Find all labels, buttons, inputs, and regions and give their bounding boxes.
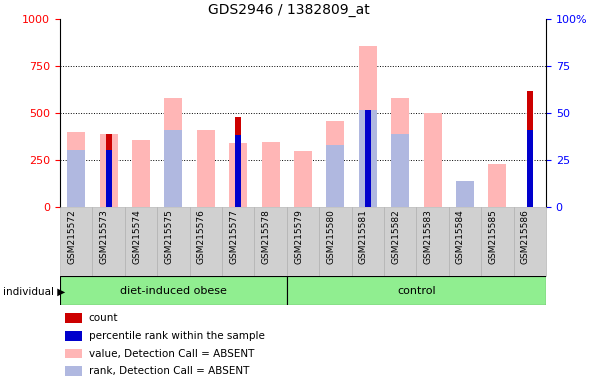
Text: GSM215580: GSM215580 — [326, 209, 335, 264]
Bar — [365, 111, 371, 207]
Bar — [326, 145, 344, 207]
Bar — [229, 143, 247, 207]
Text: control: control — [397, 286, 436, 296]
Bar — [424, 113, 442, 207]
Bar — [262, 142, 280, 207]
Bar — [100, 134, 118, 207]
Bar — [106, 134, 112, 207]
Text: GSM215576: GSM215576 — [197, 209, 206, 264]
Bar — [287, 207, 319, 276]
Bar — [352, 207, 384, 276]
Text: GSM215579: GSM215579 — [294, 209, 303, 264]
Text: GSM215574: GSM215574 — [132, 209, 141, 264]
Text: GSM215582: GSM215582 — [391, 209, 400, 264]
Text: GSM215584: GSM215584 — [456, 209, 465, 264]
Text: rank, Detection Call = ABSENT: rank, Detection Call = ABSENT — [89, 366, 249, 376]
Bar — [60, 207, 92, 276]
Bar — [514, 207, 546, 276]
Bar — [391, 134, 409, 207]
Text: GSM215573: GSM215573 — [100, 209, 109, 264]
Bar — [65, 313, 82, 323]
Bar — [416, 207, 449, 276]
Bar — [132, 140, 150, 207]
Text: GSM215578: GSM215578 — [262, 209, 271, 264]
Bar — [481, 207, 514, 276]
Bar — [456, 181, 474, 207]
Bar — [190, 207, 222, 276]
Bar — [164, 130, 182, 207]
Bar — [359, 46, 377, 207]
Bar — [527, 91, 533, 207]
Text: GSM215586: GSM215586 — [521, 209, 530, 264]
Text: GSM215581: GSM215581 — [359, 209, 368, 264]
Bar — [319, 207, 352, 276]
Bar — [65, 366, 82, 376]
Text: GSM215577: GSM215577 — [229, 209, 238, 264]
Bar — [488, 164, 506, 207]
Bar — [235, 135, 241, 207]
Bar — [326, 121, 344, 207]
Bar — [294, 151, 312, 207]
Text: individual ▶: individual ▶ — [3, 287, 65, 297]
Bar — [254, 207, 287, 276]
Text: GSM215585: GSM215585 — [488, 209, 497, 264]
Bar — [157, 207, 190, 276]
Bar — [222, 207, 254, 276]
Text: count: count — [89, 313, 118, 323]
Bar — [65, 331, 82, 341]
Bar — [287, 276, 546, 305]
Bar — [527, 130, 533, 207]
Text: percentile rank within the sample: percentile rank within the sample — [89, 331, 265, 341]
Bar — [164, 98, 182, 207]
Bar — [235, 117, 241, 207]
Text: value, Detection Call = ABSENT: value, Detection Call = ABSENT — [89, 349, 254, 359]
Bar — [125, 207, 157, 276]
Bar — [92, 207, 125, 276]
Bar — [60, 276, 287, 305]
Bar — [197, 130, 215, 207]
Text: GSM215572: GSM215572 — [67, 209, 76, 264]
Bar — [449, 207, 481, 276]
Title: GDS2946 / 1382809_at: GDS2946 / 1382809_at — [208, 3, 369, 17]
Text: GSM215583: GSM215583 — [424, 209, 433, 264]
Bar — [67, 132, 85, 207]
Bar — [106, 150, 112, 207]
Bar — [67, 150, 85, 207]
Bar — [384, 207, 416, 276]
Text: diet-induced obese: diet-induced obese — [120, 286, 227, 296]
Text: GSM215575: GSM215575 — [164, 209, 173, 264]
Bar — [391, 98, 409, 207]
Bar — [65, 349, 82, 359]
Bar — [359, 111, 377, 207]
